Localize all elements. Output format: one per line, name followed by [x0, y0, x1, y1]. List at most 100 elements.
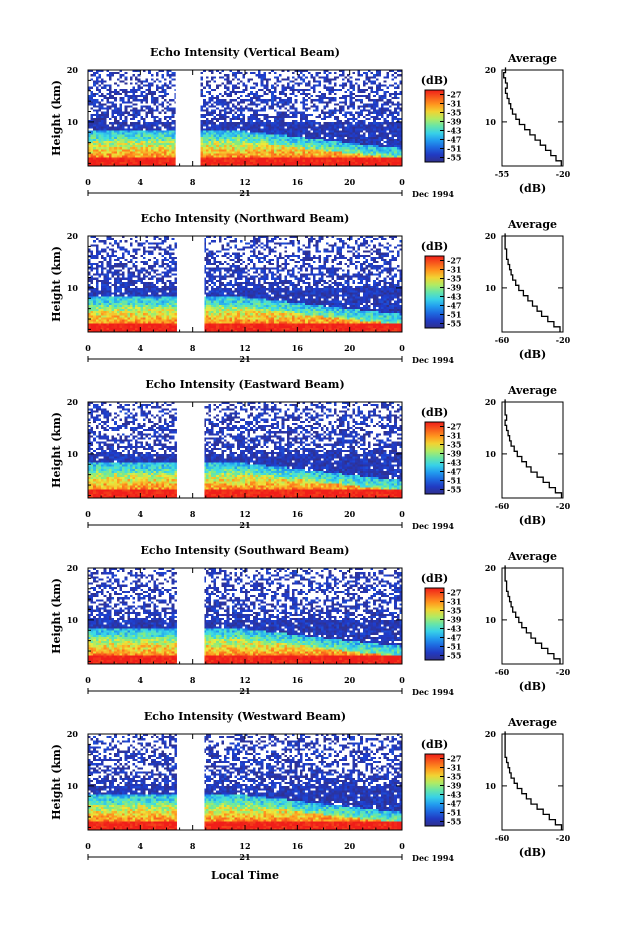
- colorbar-tick-label: -35: [447, 606, 461, 616]
- average-y-tick-label: 10: [485, 449, 497, 459]
- day-label: 21: [239, 354, 250, 364]
- x-tick-label: 4: [138, 509, 144, 519]
- average-x-tick-label: -60: [495, 667, 510, 677]
- average-x-label: (dB): [519, 680, 546, 693]
- colorbar-tick-label: -43: [447, 126, 462, 136]
- colorbar-tick-label: -27: [447, 588, 461, 598]
- average-title: Average: [507, 384, 557, 397]
- colorbar-unit: (dB): [421, 738, 448, 751]
- x-tick-label: 0: [399, 509, 405, 519]
- colorbar-unit: (dB): [421, 572, 448, 585]
- average-profile-line: [504, 233, 561, 332]
- colorbar-unit: (dB): [421, 406, 448, 419]
- x-tick-label: 8: [190, 509, 196, 519]
- colorbar-tick-label: -31: [447, 99, 461, 109]
- colorbar-unit: (dB): [421, 74, 448, 87]
- x-tick-label: 12: [239, 509, 250, 519]
- colorbar-tick-label: -35: [447, 274, 461, 284]
- colorbar: [424, 421, 445, 495]
- y-tick-label: 20: [67, 231, 79, 241]
- colorbar-unit: (dB): [421, 240, 448, 253]
- heatmap-raster: [88, 734, 402, 830]
- x-tick-label: 16: [292, 675, 304, 685]
- average-x-label: (dB): [519, 182, 546, 195]
- panel-title: Echo Intensity (Southward Beam): [141, 544, 350, 557]
- colorbar-tick-label: -39: [447, 781, 462, 791]
- average-frame: [501, 567, 564, 665]
- average-frame: [501, 733, 564, 831]
- colorbar-tick-label: -43: [447, 292, 462, 302]
- y-axis-label: Height (km): [50, 246, 63, 322]
- colorbar-tick-label: -31: [447, 763, 461, 773]
- colorbar: [424, 587, 445, 661]
- colorbar-tick-label: -31: [447, 265, 461, 275]
- average-x-tick-label: -60: [495, 501, 510, 511]
- average-y-tick-label: 10: [485, 781, 497, 791]
- average-y-tick-label: 20: [485, 231, 497, 241]
- data-gap: [176, 568, 205, 664]
- data-gap: [176, 734, 205, 830]
- colorbar-tick-label: -47: [447, 301, 461, 311]
- x-tick-label: 12: [239, 841, 250, 851]
- x-tick-label: 20: [344, 675, 356, 685]
- colorbar: [424, 255, 445, 329]
- data-gap: [176, 402, 205, 498]
- y-tick-label: 20: [67, 65, 79, 75]
- x-tick-label: 0: [399, 343, 405, 353]
- average-y-tick-label: 10: [485, 117, 497, 127]
- colorbar-tick-label: -55: [447, 817, 461, 827]
- date-label: Dec 1994: [412, 355, 454, 365]
- average-y-tick-label: 20: [485, 65, 497, 75]
- x-tick-label: 8: [190, 675, 196, 685]
- average-title: Average: [507, 52, 557, 65]
- panel-3: Echo Intensity (Eastward Beam) 0 4 8 12 16 20 0…: [50, 378, 571, 531]
- colorbar-tick-label: -35: [447, 440, 461, 450]
- data-gap: [176, 236, 205, 332]
- x-tick-label: 16: [292, 343, 304, 353]
- panel-title: Echo Intensity (Eastward Beam): [145, 378, 344, 391]
- x-tick-label: 4: [138, 177, 144, 187]
- colorbar-tick-label: -27: [447, 422, 461, 432]
- x-tick-label: 0: [85, 177, 91, 187]
- x-tick-label: 4: [138, 841, 144, 851]
- date-label: Dec 1994: [412, 521, 454, 531]
- colorbar-tick-label: -39: [447, 449, 462, 459]
- colorbar-tick-label: -35: [447, 108, 461, 118]
- x-tick-label: 0: [85, 675, 91, 685]
- colorbar-tick-label: -47: [447, 135, 461, 145]
- colorbar: [424, 753, 445, 827]
- x-tick-label: 20: [344, 841, 356, 851]
- day-label: 21: [239, 188, 250, 198]
- colorbar-tick-label: -39: [447, 615, 462, 625]
- x-tick-label: 8: [190, 177, 196, 187]
- colorbar-tick-label: -47: [447, 799, 461, 809]
- average-profile-line: [504, 731, 563, 830]
- x-tick-label: 12: [239, 177, 250, 187]
- average-x-tick-label: -20: [556, 833, 571, 843]
- colorbar-tick-label: -51: [447, 476, 461, 486]
- average-x-tick-label: -20: [556, 335, 571, 345]
- x-tick-label: 0: [85, 841, 91, 851]
- colorbar-tick-label: -51: [447, 642, 461, 652]
- average-y-tick-label: 10: [485, 615, 497, 625]
- colorbar-tick-label: -43: [447, 458, 462, 468]
- colorbar-tick-label: -39: [447, 117, 462, 127]
- x-tick-label: 20: [344, 509, 356, 519]
- average-y-tick-label: 20: [485, 397, 497, 407]
- heatmap-raster: [88, 402, 402, 498]
- average-title: Average: [507, 550, 557, 563]
- panel-title: Echo Intensity (Vertical Beam): [150, 46, 340, 59]
- average-profile-line: [503, 67, 562, 166]
- average-y-tick-label: 20: [485, 729, 497, 739]
- panel-1: Echo Intensity (Vertical Beam) 0 4 8 12 16 20 0…: [50, 46, 571, 199]
- y-tick-label: 20: [67, 563, 79, 573]
- y-axis-label: Height (km): [50, 744, 63, 820]
- x-tick-label: 0: [85, 509, 91, 519]
- x-tick-label: 16: [292, 841, 304, 851]
- average-x-label: (dB): [519, 348, 546, 361]
- average-profile-line: [504, 565, 561, 664]
- x-tick-label: 4: [138, 675, 144, 685]
- colorbar-tick-label: -47: [447, 633, 461, 643]
- x-tick-label: 8: [190, 841, 196, 851]
